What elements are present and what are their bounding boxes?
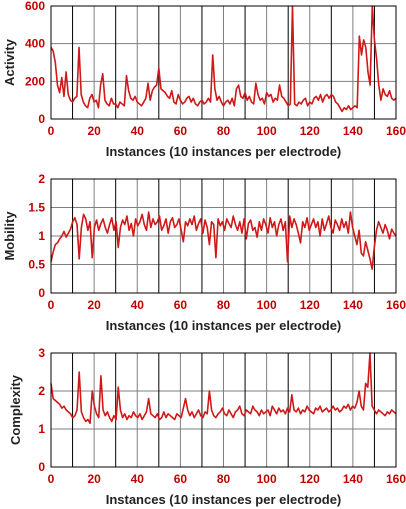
- x-tick-label-complexity: 0: [48, 472, 55, 486]
- chart-panel-complexity: 0 1 2 3 0 20 40 60 80 100 120 140 160 Instances (10 i…: [8, 346, 406, 507]
- y-tick-label-complexity: 3: [38, 346, 45, 360]
- x-axis-title-mobility: Instances (10 instances per electrode): [106, 318, 342, 333]
- x-tick-label-mobility: 80: [217, 298, 231, 312]
- y-tick-label-activity: 200: [25, 74, 45, 88]
- y-tick-label-activity: 600: [25, 0, 45, 13]
- plot-frame-mobility: [50, 178, 397, 294]
- chart-panel-mobility: 00.511.520 20 40 60 80 100 120 140 160Instances …: [2, 172, 406, 333]
- x-tick-label-mobility: 100: [257, 298, 277, 312]
- x-tick-label-complexity: 20: [87, 472, 101, 486]
- y-tick-label-mobility: 0: [38, 286, 45, 300]
- x-tick-label-activity: 160: [386, 124, 406, 138]
- x-tick-label-mobility: 120: [300, 298, 320, 312]
- plot-frame-activity: [50, 5, 397, 120]
- y-tick-label-mobility: 1.5: [28, 201, 45, 215]
- x-tick-label-complexity: 160: [386, 472, 406, 486]
- series-line-complexity: [50, 352, 397, 425]
- x-tick-label-activity: 140: [343, 124, 363, 138]
- y-tick-label-complexity: 0: [38, 460, 45, 474]
- x-tick-label-complexity: 120: [300, 472, 320, 486]
- x-axis-title-complexity: Instances (10 instances per electrode): [106, 492, 342, 507]
- x-axis-title-activity: Instances (10 instances per electrode): [106, 144, 342, 159]
- y-axis-title-activity: Activity: [2, 38, 17, 86]
- y-tick-label-complexity: 1: [38, 422, 45, 436]
- chart-panel-activity: 0 200 400 600 0 20 40 60 80 100 120 140 160 Instances…: [2, 0, 406, 159]
- x-tick-label-mobility: 20: [87, 298, 101, 312]
- x-tick-label-activity: 0: [48, 124, 55, 138]
- x-tick-label-activity: 40: [131, 124, 145, 138]
- x-tick-label-complexity: 60: [174, 472, 188, 486]
- x-tick-label-mobility: 60: [174, 298, 188, 312]
- y-axis-title-complexity: Complexity: [8, 374, 23, 445]
- x-tick-label-mobility: 0: [48, 298, 55, 312]
- y-tick-label-activity: 400: [25, 37, 45, 51]
- x-tick-label-activity: 20: [87, 124, 101, 138]
- y-tick-label-mobility: 1: [38, 229, 45, 243]
- x-tick-label-activity: 100: [257, 124, 277, 138]
- series-line-mobility: [50, 211, 397, 270]
- x-tick-label-activity: 120: [300, 124, 320, 138]
- y-tick-label-activity: 0: [38, 112, 45, 126]
- x-tick-label-complexity: 40: [131, 472, 145, 486]
- x-tick-label-mobility: 140: [343, 298, 363, 312]
- x-tick-label-complexity: 100: [257, 472, 277, 486]
- plot-frame-complexity: [50, 352, 397, 468]
- x-tick-label-mobility: 160: [386, 298, 406, 312]
- x-tick-label-complexity: 80: [217, 472, 231, 486]
- x-tick-label-mobility: 40: [131, 298, 145, 312]
- y-tick-label-mobility: 2: [38, 172, 45, 186]
- y-axis-title-mobility: Mobility: [2, 211, 17, 261]
- y-tick-label-complexity: 2: [38, 384, 45, 398]
- x-tick-label-activity: 60: [174, 124, 188, 138]
- x-tick-label-activity: 80: [217, 124, 231, 138]
- series-line-activity: [50, 5, 397, 113]
- x-tick-label-complexity: 140: [343, 472, 363, 486]
- y-tick-label-mobility: 0.5: [28, 258, 45, 272]
